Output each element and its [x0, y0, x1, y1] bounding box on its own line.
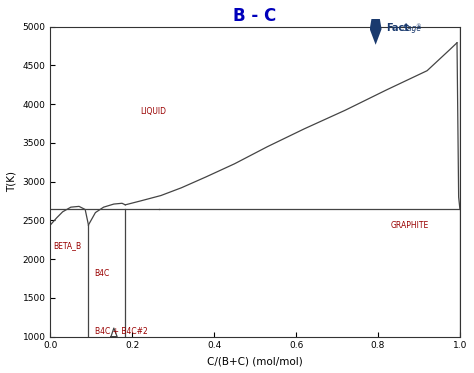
- Text: BETA_B: BETA_B: [54, 241, 82, 250]
- Title: B - C: B - C: [234, 7, 277, 25]
- Text: ®: ®: [416, 24, 421, 29]
- Polygon shape: [370, 19, 382, 45]
- Text: LIQUID: LIQUID: [140, 107, 166, 116]
- Text: B4C + B4C#2: B4C + B4C#2: [95, 327, 147, 336]
- X-axis label: C/(B+C) (mol/mol): C/(B+C) (mol/mol): [207, 356, 303, 366]
- Text: B4C: B4C: [95, 269, 110, 278]
- Y-axis label: T(K): T(K): [7, 171, 17, 192]
- Text: Fact: Fact: [386, 23, 409, 33]
- Text: GRAPHITE: GRAPHITE: [390, 221, 428, 230]
- Text: Sage: Sage: [403, 24, 422, 33]
